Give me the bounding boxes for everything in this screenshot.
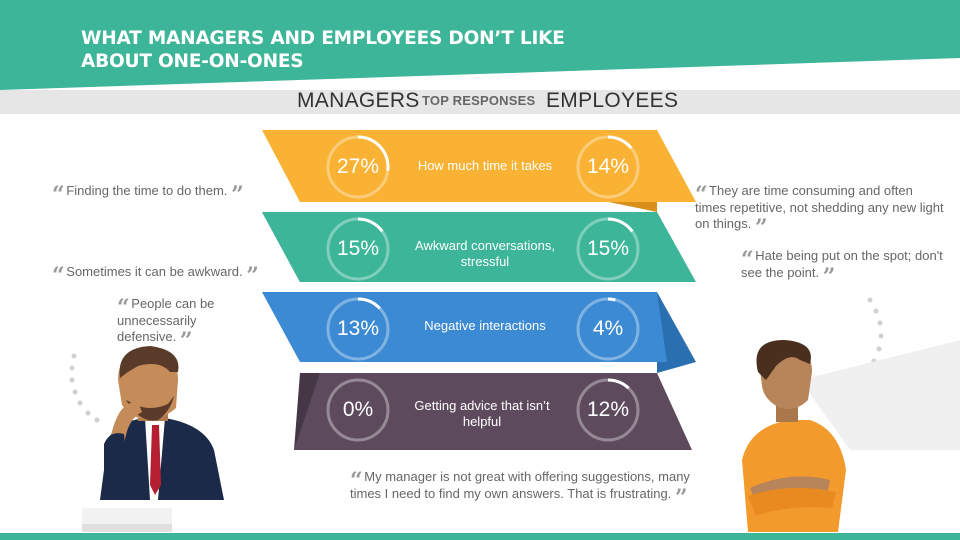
employees-ring-progress-1 [576,135,640,199]
open-quote-icon: “ [52,263,65,289]
employee-figure [742,340,960,532]
band-advice [294,373,692,450]
bottom-accent-line [0,533,960,540]
manager-quote-1: “ Finding the time to do them. ” [52,182,244,208]
column-header-bar [0,90,960,114]
employees-percent-time: 14% [586,155,630,178]
response-label-negative: Negative interactions [424,318,546,333]
managers-percent-advice: 0% [342,398,374,421]
employees-heading: EMPLOYEES [546,89,679,112]
response-label-awkward: Awkward conversations, stressful [415,238,555,269]
header-banner: WHAT MANAGERS AND EMPLOYEES DON’T LIKE A… [0,0,960,90]
close-quote-icon: ” [231,182,244,208]
open-quote-icon: “ [52,182,65,208]
managers-percent-awkward: 15% [336,237,380,260]
close-quote-icon: ” [755,214,768,241]
open-quote-icon: “ [741,247,754,273]
response-label-advice: Getting advice that isn’t helpful [414,398,550,429]
close-quote-icon: ” [674,485,688,511]
close-quote-icon: ” [822,264,836,290]
employees-ring-progress-2 [576,217,640,281]
open-quote-icon: “ [117,295,130,321]
managers-heading: MANAGERS [297,89,420,112]
band-time [262,130,696,202]
manager-thought-dots [69,353,100,423]
employees-ring-progress-4 [576,378,640,442]
open-quote-icon: “ [695,182,708,208]
page-title: WHAT MANAGERS AND EMPLOYEES DON’T LIKE A… [81,28,565,72]
managers-percent-time: 27% [336,155,380,178]
managers-percent-negative: 13% [336,317,380,340]
employee-quote-1: “ They are time consuming and often time… [695,182,944,241]
employee-quote-2: “ Hate being put on the spot; don't see … [741,247,943,290]
open-quote-icon: “ [350,468,363,494]
top-responses-heading: TOP RESPONSES [422,93,536,108]
manager-quote-3: “ People can be unnecessarily defensive.… [117,295,215,354]
employees-percent-awkward: 15% [586,237,630,260]
manager-figure [82,346,224,532]
employees-ring-progress-3 [576,297,640,361]
employee-quote-3: “ My manager is not great with offering … [350,468,690,511]
close-quote-icon: ” [246,263,259,289]
managers-ring-progress-2 [326,217,390,281]
manager-quote-2: “ Sometimes it can be awkward. ” [52,263,259,289]
band-negative [262,292,657,362]
header-background [0,0,960,90]
employees-percent-advice: 12% [586,398,630,421]
managers-ring-progress-3 [326,297,390,361]
employees-percent-negative: 4% [592,317,624,340]
close-quote-icon: ” [179,327,193,354]
band-awkward [262,212,696,282]
managers-ring-progress-1 [326,135,390,199]
managers-ring-track-4 [326,378,390,442]
response-label-time: How much time it takes [417,158,553,173]
